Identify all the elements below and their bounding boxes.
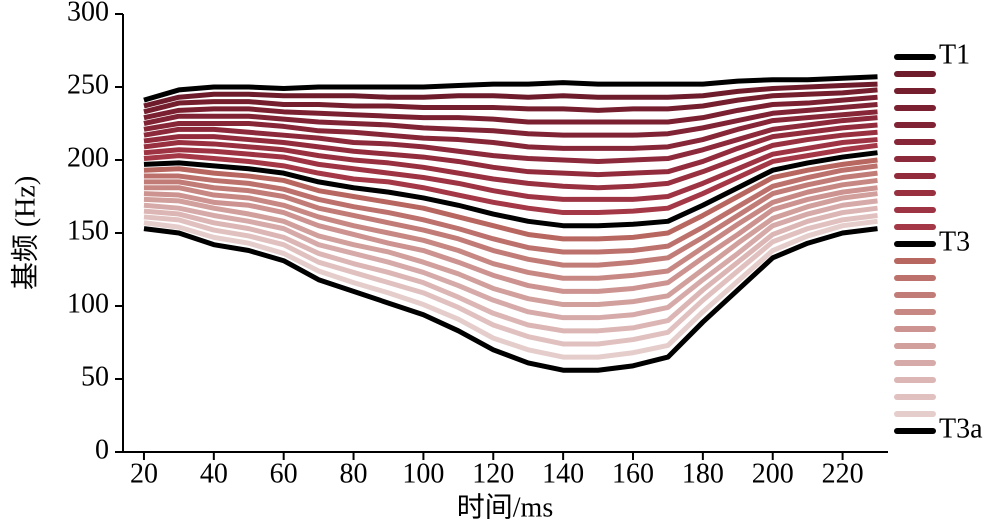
- series-line: [143, 212, 878, 347]
- y-tick-label: 150: [67, 215, 109, 246]
- legend-label: T1: [939, 39, 970, 70]
- x-tick-label: 20: [130, 458, 158, 489]
- series-line: [143, 163, 878, 255]
- x-axis-label: 时间/ms: [457, 491, 553, 523]
- series-line: [143, 137, 878, 202]
- series-line: [143, 205, 878, 334]
- series-line: [143, 102, 878, 138]
- series-line: [143, 109, 878, 151]
- legend-label: T3: [939, 226, 970, 257]
- series-line: [143, 150, 878, 229]
- y-tick-label: 250: [67, 69, 109, 100]
- series-line: [143, 74, 878, 103]
- y-tick-label: 100: [67, 288, 109, 319]
- series-line: [143, 185, 878, 294]
- x-tick-label: 140: [542, 458, 584, 489]
- series-line: [143, 122, 878, 178]
- y-tick-label: 50: [81, 361, 109, 392]
- series-line: [143, 115, 878, 164]
- x-tick-label: 40: [200, 458, 228, 489]
- series-line: [143, 142, 878, 216]
- x-tick-label: 100: [402, 458, 444, 489]
- x-tick-label: 160: [612, 458, 654, 489]
- x-tick-label: 80: [340, 458, 368, 489]
- x-tick-label: 120: [472, 458, 514, 489]
- x-tick-label: 180: [682, 458, 724, 489]
- series-line: [143, 170, 878, 268]
- y-tick-label: 300: [67, 0, 109, 27]
- series-line: [143, 129, 878, 191]
- y-tick-label: 0: [95, 434, 109, 465]
- series-line: [143, 94, 878, 125]
- series-line: [143, 87, 878, 115]
- series-line: [143, 177, 878, 281]
- series-line: [143, 81, 878, 109]
- y-tick-label: 200: [67, 142, 109, 173]
- series-line: [143, 226, 878, 373]
- series-line: [143, 218, 878, 360]
- series-line: [143, 191, 878, 308]
- x-tick-label: 220: [822, 458, 864, 489]
- series-line: [143, 198, 878, 321]
- x-tick-label: 200: [752, 458, 794, 489]
- series-line: [143, 157, 878, 242]
- y-axis-label: 基频 (Hz): [9, 176, 41, 290]
- legend-label: T3a: [939, 413, 983, 444]
- x-tick-label: 60: [270, 458, 298, 489]
